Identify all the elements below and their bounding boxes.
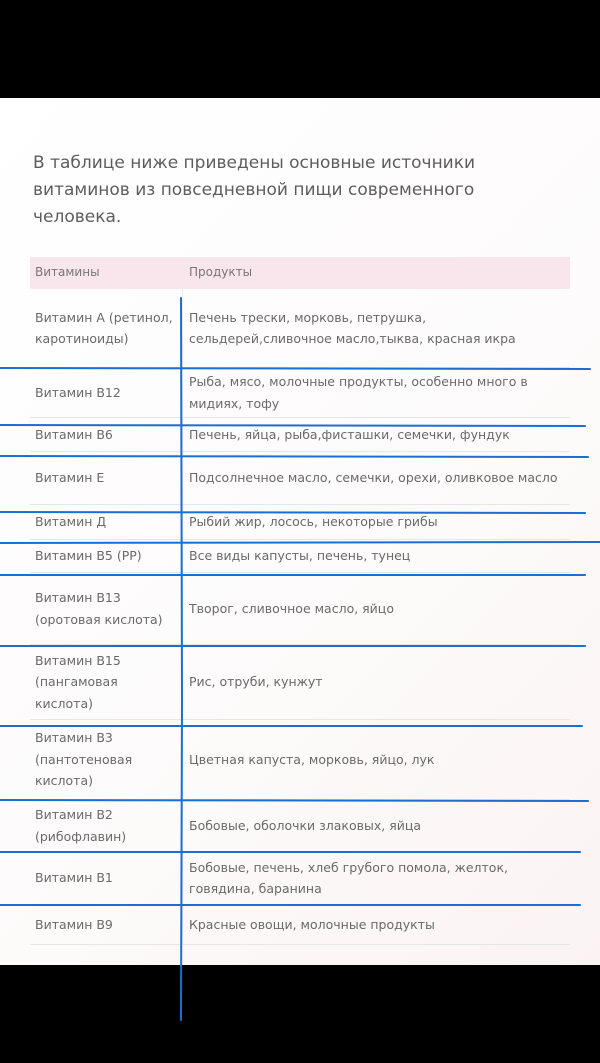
- products-cell: Рыбий жир, лосось, некоторые грибы: [182, 505, 570, 539]
- vitamin-cell: Витамин В3 (пантотеновая кислота): [35, 730, 133, 789]
- products-cell: Творог, сливочное масло, яйцо: [182, 573, 570, 644]
- table-row: Витамин В13 (оротовая кислота) Творог, сл…: [30, 573, 570, 645]
- table-row: Витамин А (ретинол, каротиноиды) Печень т…: [30, 289, 570, 368]
- header-products: Продукты: [182, 257, 570, 289]
- table-row: Витамин В9 Красные овощи, молочные продук…: [30, 905, 570, 945]
- products-cell: Красные овощи, молочные продукты: [182, 905, 570, 944]
- products-cell: Цветная капуста, морковь, яйцо, лук: [182, 720, 570, 799]
- table-row: Витамин В5 (РР) Все виды капусты, печень,…: [30, 540, 570, 573]
- vitamin-cell: Витамин В13 (оротовая кислота): [35, 590, 163, 627]
- table-row: Витамин Д Рыбий жир, лосось, некоторые гр…: [30, 505, 570, 540]
- table-row: Витамин В15 (пангамовая кислота) Рис, отр…: [30, 645, 570, 720]
- table-row: Витамин В12 Рыба, мясо, молочные продукты…: [30, 368, 570, 418]
- vitamin-cell: Витамин В2 (рибофлавин): [35, 807, 127, 844]
- table-row: Витамин В6 Печень, яйца, рыба,фисташки, с…: [30, 418, 570, 452]
- vitamin-cell: Витамин В5 (РР): [35, 548, 142, 564]
- vitamins-table: Витамины Продукты Витамин А (ретинол, ка…: [30, 257, 570, 945]
- table-row: Витамин Е Подсолнечное масло, семечки, ор…: [30, 452, 570, 505]
- products-cell: Рыба, мясо, молочные продукты, особенно …: [182, 368, 570, 417]
- vitamin-cell: Витамин В12: [35, 384, 121, 400]
- vitamin-cell: Витамин В15 (пангамовая кислота): [35, 652, 121, 711]
- products-cell: Все виды капусты, печень, тунец: [182, 540, 570, 572]
- header-vitamins: Витамины: [35, 265, 100, 280]
- intro-text: В таблице ниже приведены основные источн…: [33, 153, 476, 227]
- vitamin-cell: Витамин В6: [35, 426, 113, 442]
- document-page: В таблице ниже приведены основные источн…: [0, 98, 600, 965]
- vitamin-cell: Витамин Е: [35, 470, 105, 486]
- vitamin-cell: Витамин А (ретинол, каротиноиды): [35, 309, 173, 347]
- products-cell: Подсолнечное масло, семечки, орехи, олив…: [182, 452, 570, 504]
- products-cell: Рис, отруби, кунжут: [182, 645, 570, 719]
- products-cell: Печень, яйца, рыба,фисташки, семечки, фу…: [182, 418, 570, 451]
- table-row: Витамин В2 (рибофлавин) Бобовые, оболочки…: [30, 800, 570, 852]
- vitamin-cell: Витамин В9: [35, 916, 113, 932]
- table-row: Витамин В3 (пантотеновая кислота) Цветная…: [30, 720, 570, 800]
- products-cell: Бобовые, оболочки злаковых, яйца: [182, 800, 570, 851]
- table-header-row: Витамины Продукты: [30, 257, 570, 289]
- vitamin-cell: Витамин В1: [35, 870, 113, 886]
- products-cell: Бобовые, печень, хлеб грубого помола, же…: [182, 852, 570, 904]
- vitamin-cell: Витамин Д: [35, 514, 107, 530]
- table-row: Витамин В1 Бобовые, печень, хлеб грубого …: [30, 852, 570, 905]
- products-cell: Печень трески, морковь, петрушка, сельде…: [182, 289, 570, 367]
